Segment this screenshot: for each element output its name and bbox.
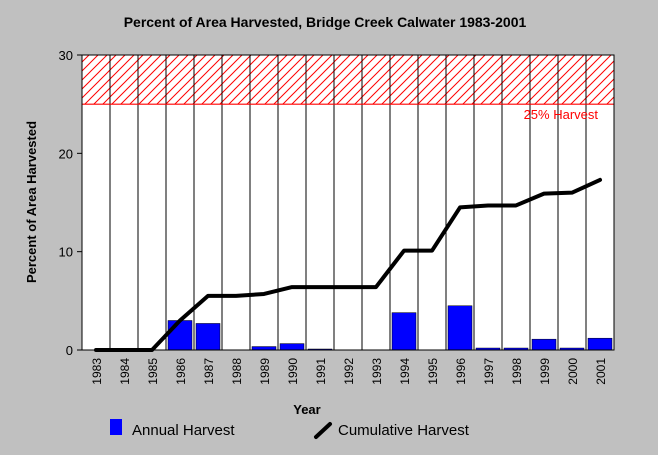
bar-annual-harvest-1990 bbox=[279, 343, 305, 351]
legend-cumulative-label: Cumulative Harvest bbox=[338, 422, 470, 439]
x-tick-label: 1990 bbox=[286, 358, 300, 385]
x-tick-label: 1997 bbox=[482, 358, 496, 385]
bar-annual-harvest-1996 bbox=[447, 305, 473, 351]
x-tick-label: 1986 bbox=[174, 358, 188, 385]
x-tick-label: 1993 bbox=[370, 358, 384, 385]
chart-title: Percent of Area Harvested, Bridge Creek … bbox=[124, 14, 527, 30]
x-tick-label: 1996 bbox=[454, 358, 468, 385]
bar-annual-harvest-1987 bbox=[195, 323, 221, 351]
x-tick-label: 1992 bbox=[342, 358, 356, 385]
x-tick-label: 1985 bbox=[146, 358, 160, 385]
x-tick-label: 2000 bbox=[566, 358, 580, 385]
x-tick-label: 2001 bbox=[594, 358, 608, 385]
x-tick-label: 1984 bbox=[118, 358, 132, 385]
y-tick-label: 20 bbox=[59, 146, 73, 161]
x-tick-label: 1998 bbox=[510, 358, 524, 385]
x-axis: 1983 1984 1985 1986 1987 1988 1989 1990 1991 1992… bbox=[90, 358, 608, 385]
y-tick-label: 0 bbox=[66, 343, 73, 358]
y-axis: 0 10 20 30 bbox=[59, 48, 82, 358]
x-tick-label: 1995 bbox=[426, 358, 440, 385]
bars bbox=[167, 305, 613, 351]
y-tick-label: 10 bbox=[59, 245, 73, 260]
y-axis-label: Percent of Area Harvested bbox=[24, 121, 39, 283]
y-tick-label: 30 bbox=[59, 48, 73, 63]
threshold-label: 25% Harvest bbox=[524, 107, 599, 122]
legend-annual-label: Annual Harvest bbox=[132, 422, 235, 439]
legend-cumulative-swatch bbox=[314, 422, 332, 439]
x-axis-label: Year bbox=[293, 402, 320, 417]
bar-annual-harvest-1999 bbox=[531, 338, 557, 351]
legend: Annual Harvest Cumulative Harvest bbox=[110, 419, 470, 439]
x-tick-label: 1983 bbox=[90, 358, 104, 385]
x-tick-label: 1994 bbox=[398, 358, 412, 385]
x-tick-label: 1987 bbox=[202, 358, 216, 385]
x-tick-label: 1999 bbox=[538, 358, 552, 385]
cumulative-harvest-line bbox=[94, 177, 602, 352]
bar-annual-harvest-2001 bbox=[587, 337, 613, 351]
plot-border bbox=[81, 54, 615, 351]
x-tick-label: 1991 bbox=[314, 358, 328, 385]
threshold-band bbox=[82, 55, 614, 105]
legend-annual-swatch bbox=[110, 419, 122, 435]
bar-annual-harvest-1994 bbox=[391, 312, 417, 351]
bar-annual-harvest-1989 bbox=[251, 346, 277, 351]
x-tick-label: 1989 bbox=[258, 358, 272, 385]
bar-annual-harvest-1986 bbox=[167, 320, 193, 351]
x-tick-label: 1988 bbox=[230, 358, 244, 385]
